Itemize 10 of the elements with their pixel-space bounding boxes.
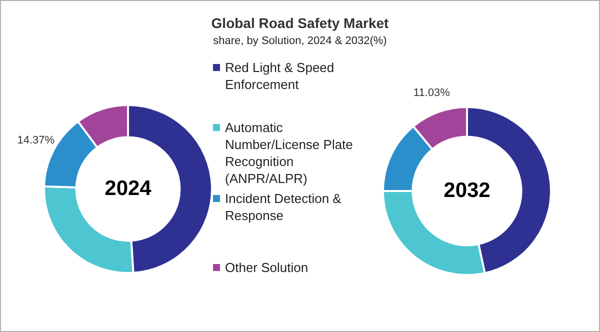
legend-label: Other Solution [225, 259, 310, 276]
legend-label: Red Light & Speed Enforcement [225, 59, 336, 93]
chart-title: Global Road Safety Market [210, 15, 390, 31]
data-label: 11.03% [413, 87, 450, 100]
chart-subtitle: share, by Solution, 2024 & 2032(%) [212, 35, 388, 47]
text: 2032 [444, 178, 490, 202]
data-label: 14.37% [17, 134, 55, 147]
text: 2024 [104, 176, 152, 200]
legend-label: Incident Detection & Response [225, 190, 342, 224]
legend-label: Automatic Number/License Plate Recognition (ANPR/ALPR) [225, 119, 354, 187]
